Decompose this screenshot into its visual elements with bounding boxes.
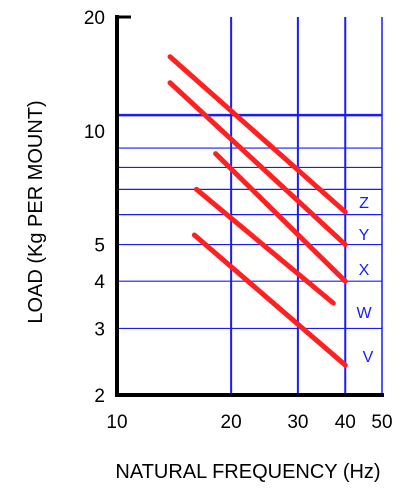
series-label-z: Z — [359, 195, 369, 212]
series-labels: ZY X W V — [356, 195, 373, 366]
y-tick-label-3: 3 — [94, 319, 105, 340]
y-tick-label-10: 10 — [84, 122, 105, 143]
series-group — [167, 54, 348, 368]
x-tick-label-50: 50 — [371, 412, 392, 433]
axes — [115, 15, 384, 397]
series-line-v — [191, 232, 348, 368]
y-axis-label: LOAD (Kg PER MOUNT) — [25, 100, 47, 323]
x-tick-label-30: 30 — [287, 412, 308, 433]
tick-labels: 2 3 4 5 10 20 10 20 30 40 50 — [84, 8, 393, 433]
series-line-z — [167, 54, 348, 215]
series-label-y: Y — [359, 227, 370, 244]
y-tick-label-5: 5 — [94, 236, 105, 257]
y-tick-label-20: 20 — [84, 8, 105, 29]
series-label-x: X — [359, 262, 370, 279]
series-line-y — [167, 80, 348, 248]
series-label-v: V — [363, 349, 374, 366]
x-tick-label-10: 10 — [106, 412, 127, 433]
y-tick-label-2: 2 — [94, 386, 105, 407]
series-line-x — [213, 151, 348, 284]
series-line-w — [193, 186, 336, 306]
x-tick-label-20: 20 — [221, 412, 242, 433]
x-tick-label-40: 40 — [335, 412, 356, 433]
y-tick-label-4: 4 — [94, 272, 105, 293]
x-axis-label: NATURAL FREQUENCY (Hz) — [115, 461, 380, 483]
series-label-w: W — [356, 305, 372, 322]
